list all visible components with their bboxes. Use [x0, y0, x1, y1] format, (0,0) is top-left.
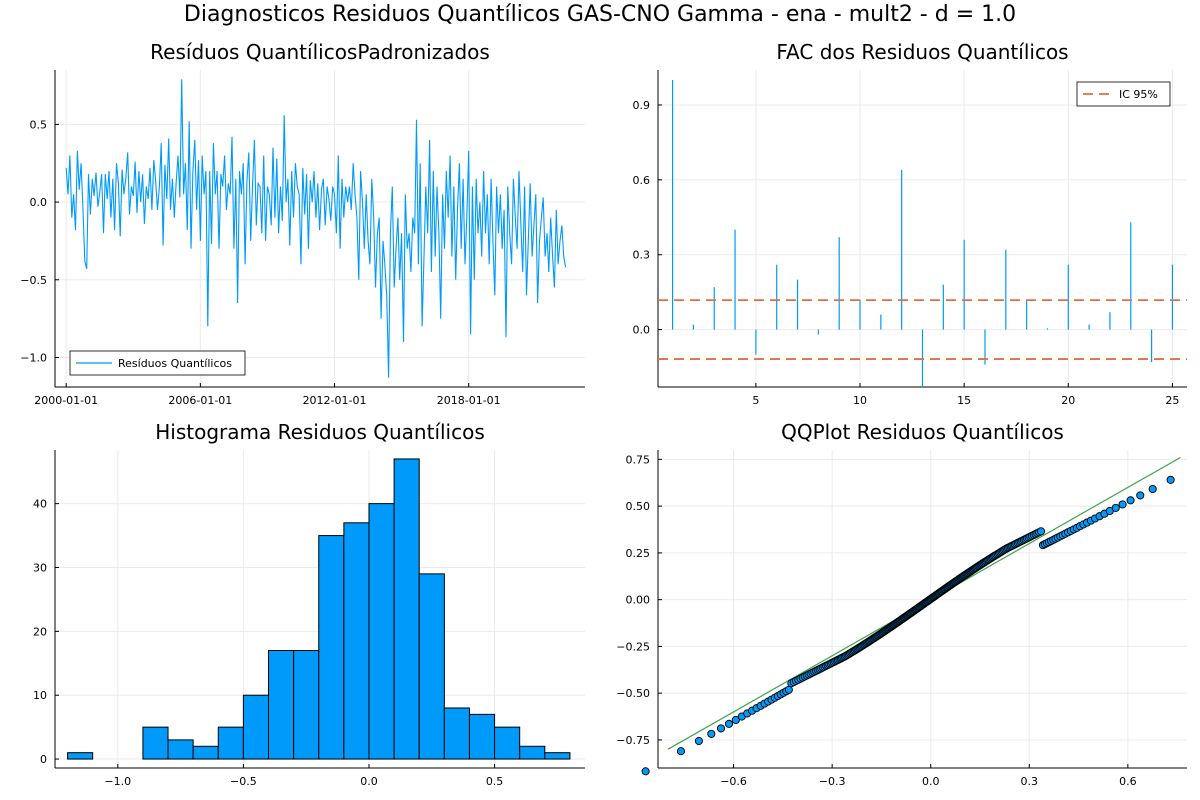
x-tick-label: 15 [957, 394, 971, 407]
qq-point [1118, 500, 1127, 509]
y-tick-label: 0.0 [633, 324, 651, 337]
y-tick-label: 0.75 [626, 453, 651, 466]
y-tick-label: 0 [40, 753, 47, 766]
histogram-bar-14 [418, 573, 445, 760]
x-tick-label: −0.3 [819, 775, 846, 788]
subplot-1: Resíduos QuantílicosPadronizados 2000-01-… [20, 40, 585, 407]
x-tick-label: 5 [752, 394, 759, 407]
histogram-bar-16 [468, 713, 496, 760]
qq-point [1111, 503, 1120, 512]
qq-point [1136, 491, 1145, 500]
qq-point [694, 736, 703, 746]
y-tick-label: −1.0 [20, 351, 47, 364]
histogram-bar-19 [544, 752, 571, 760]
qq-point [1166, 475, 1175, 484]
histogram-bar-3 [142, 726, 169, 760]
y-tick-label: 0.5 [30, 118, 48, 131]
y-tick-label: −0.25 [616, 640, 650, 653]
y-tick-label: 0.9 [633, 99, 651, 112]
y-tick-label: 40 [33, 498, 47, 511]
histogram-bar-13 [393, 458, 420, 760]
series-line-residuos [65, 79, 567, 378]
x-tick-label: −0.6 [720, 775, 747, 788]
histogram-bar-12 [368, 503, 395, 760]
legend-label: IC 95% [1119, 88, 1158, 101]
x-tick-label: −0.5 [230, 775, 257, 788]
subplot-2: FAC dos Residuos Quantílicos 5 10 15 20 25 0.9… [633, 40, 1187, 407]
histogram-bar-5 [192, 745, 219, 760]
y-tick-label: 0.0 [30, 196, 48, 209]
subplot-title: Resíduos QuantílicosPadronizados [150, 40, 490, 64]
x-tick-label: 2018-01-01 [437, 394, 501, 407]
subplot-title: QQPlot Residuos Quantílicos [781, 420, 1064, 444]
histogram-bar-7 [242, 694, 270, 760]
histogram-bar-18 [519, 745, 546, 760]
y-tick-label: 0.25 [626, 547, 651, 560]
subplot-3: Histograma Residuos Quantílicos −1.0 −0.5 0… [33, 420, 585, 788]
x-tick-label: 2000-01-01 [34, 394, 98, 407]
qq-point [641, 767, 650, 776]
y-tick-label: −0.5 [20, 274, 47, 287]
histogram-bar-0 [67, 752, 94, 760]
qq-point [1148, 484, 1157, 494]
figure-suptitle: Diagnosticos Residuos Quantílicos GAS-CN… [183, 2, 1017, 27]
legend-label: Resíduos Quantílicos [118, 357, 232, 370]
histogram-bar-8 [268, 650, 295, 760]
subplot-title: Histograma Residuos Quantílicos [155, 420, 485, 444]
qq-point [731, 715, 740, 725]
y-tick-label: 20 [33, 625, 47, 638]
x-tick-label: −1.0 [104, 775, 131, 788]
y-tick-label: 0.00 [626, 594, 651, 607]
qq-point [676, 747, 685, 756]
x-tick-label: 25 [1165, 394, 1179, 407]
qq-point [1036, 527, 1046, 536]
histogram-bar-17 [494, 726, 521, 760]
x-tick-label: 2006-01-01 [168, 394, 232, 407]
y-tick-label: 30 [33, 561, 47, 574]
histogram-bar-6 [217, 726, 244, 760]
y-tick-label: 0.6 [633, 174, 651, 187]
qq-point [724, 719, 734, 728]
x-tick-label: 0.6 [1119, 775, 1137, 788]
qq-point [1126, 496, 1135, 505]
histogram-bar-10 [318, 535, 345, 760]
histogram-bar-11 [343, 522, 370, 760]
x-tick-label: 0.5 [486, 775, 504, 788]
x-tick-label: 0.0 [922, 775, 940, 788]
y-tick-label: −0.50 [616, 687, 650, 700]
y-tick-label: 0.50 [626, 500, 651, 513]
x-tick-label: 2012-01-01 [303, 394, 367, 407]
y-tick-label: −0.75 [616, 734, 650, 747]
legend: IC 95% [1076, 81, 1171, 107]
histogram-bar-9 [293, 650, 320, 760]
subplot-4: QQPlot Residuos Quantílicos −0.6 −0.3 0.0 0.… [616, 420, 1187, 788]
histogram-bar-4 [167, 739, 194, 760]
subplot-title: FAC dos Residuos Quantílicos [776, 40, 1068, 64]
x-tick-label: 20 [1061, 394, 1075, 407]
y-tick-label: 10 [33, 689, 47, 702]
histogram-bar-15 [443, 707, 470, 760]
y-tick-label: 0.3 [633, 249, 651, 262]
x-tick-label: 10 [853, 394, 867, 407]
qq-point [707, 729, 716, 738]
x-tick-label: 0.3 [1021, 775, 1039, 788]
x-tick-label: 0.0 [360, 775, 378, 788]
qq-point [716, 724, 726, 733]
legend: Resíduos Quantílicos [69, 350, 246, 376]
